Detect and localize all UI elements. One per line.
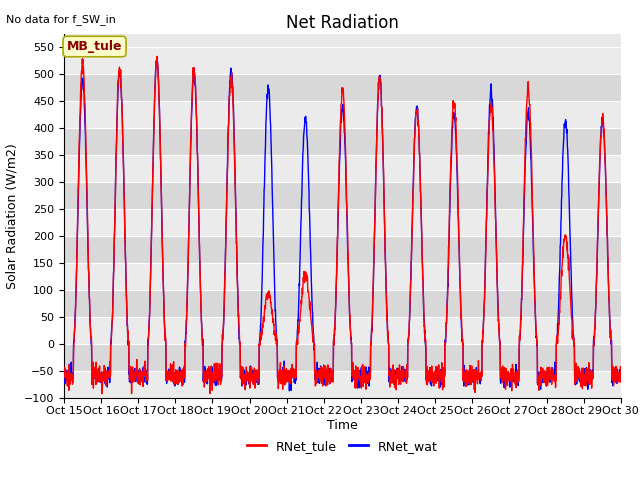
Bar [64,209,621,236]
Bar [64,155,621,182]
Bar [64,182,621,209]
Bar [64,128,621,155]
Bar [64,344,621,372]
X-axis label: Time: Time [327,419,358,432]
Title: Net Radiation: Net Radiation [286,14,399,32]
Bar [64,290,621,317]
Bar [64,101,621,128]
Y-axis label: Solar Radiation (W/m2): Solar Radiation (W/m2) [5,143,19,289]
Bar [64,372,621,398]
Bar [64,236,621,264]
Bar [64,264,621,290]
Bar [64,317,621,344]
Legend: RNet_tule, RNet_wat: RNet_tule, RNet_wat [242,435,443,458]
Bar [64,47,621,74]
Bar [64,74,621,101]
Text: No data for f_SW_in: No data for f_SW_in [6,14,116,25]
Text: MB_tule: MB_tule [67,40,122,53]
